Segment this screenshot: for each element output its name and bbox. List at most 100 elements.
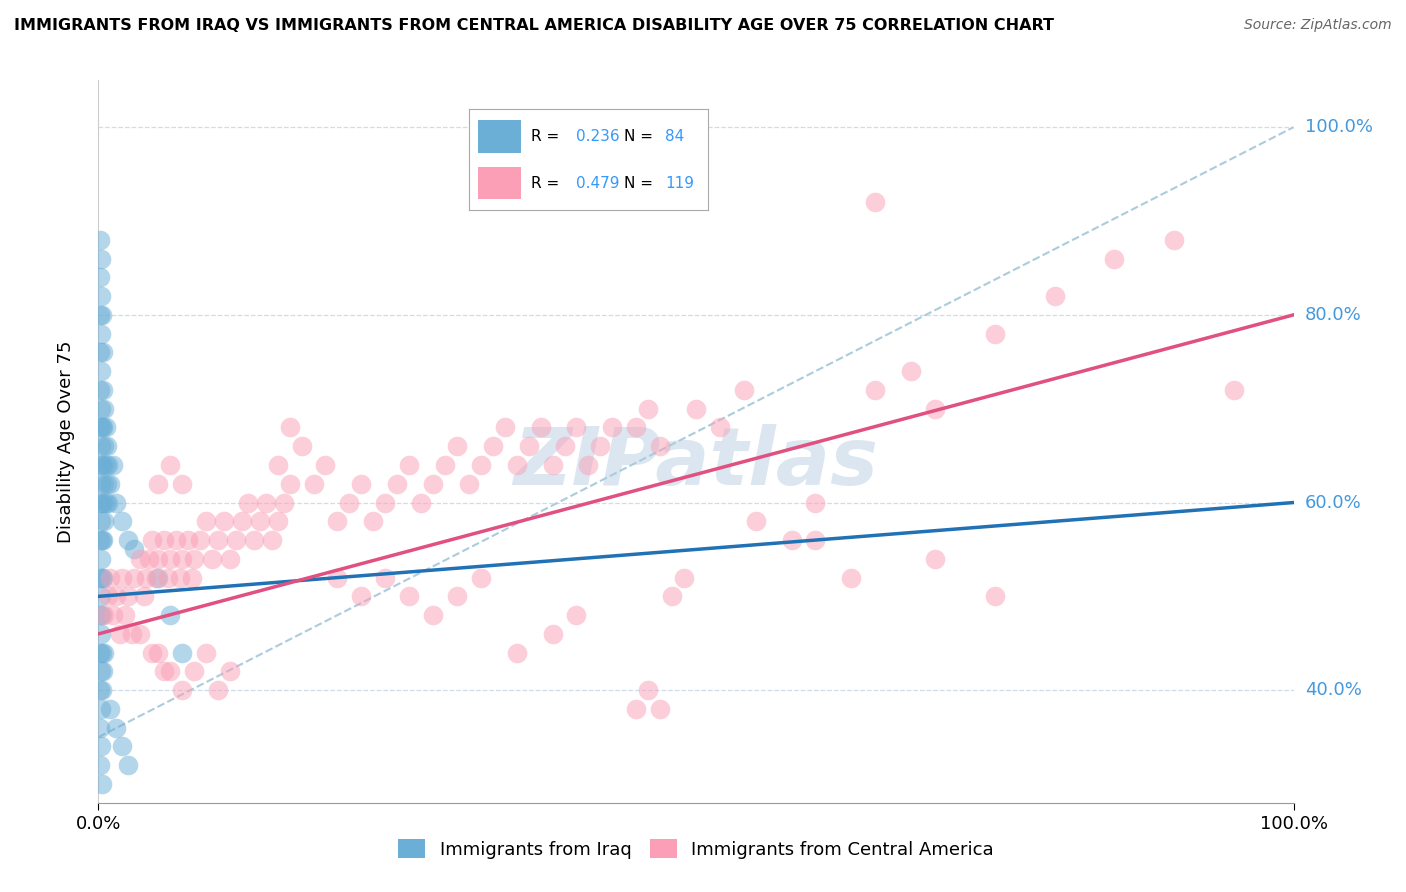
Point xyxy=(90,665,112,679)
Text: ZIPatlas: ZIPatlas xyxy=(513,425,879,502)
Point xyxy=(89,233,111,247)
Point xyxy=(673,571,696,585)
Point xyxy=(243,533,266,547)
Point xyxy=(207,683,229,698)
Point xyxy=(506,458,529,472)
Point xyxy=(159,458,181,472)
Point xyxy=(93,608,115,623)
Point xyxy=(145,571,167,585)
Point xyxy=(91,420,114,434)
Point xyxy=(117,533,139,547)
Point xyxy=(105,721,128,735)
Point xyxy=(626,702,648,716)
Point xyxy=(231,514,253,528)
Point xyxy=(637,683,659,698)
Y-axis label: Disability Age Over 75: Disability Age Over 75 xyxy=(56,340,75,543)
Point xyxy=(117,590,139,604)
Point xyxy=(89,458,111,472)
Text: Source: ZipAtlas.com: Source: ZipAtlas.com xyxy=(1244,18,1392,32)
Point xyxy=(153,665,176,679)
Point xyxy=(900,364,922,378)
Point xyxy=(101,458,124,472)
Point xyxy=(326,571,349,585)
Point xyxy=(91,608,114,623)
Point xyxy=(90,401,112,416)
Point xyxy=(90,289,112,303)
Text: 40.0%: 40.0% xyxy=(1305,681,1361,699)
Point xyxy=(91,646,114,660)
Point xyxy=(260,533,283,547)
Point xyxy=(89,383,111,397)
Point xyxy=(541,627,564,641)
Point xyxy=(446,590,468,604)
Point xyxy=(709,420,731,434)
Point xyxy=(148,476,170,491)
Point xyxy=(101,608,124,623)
Point xyxy=(93,514,115,528)
Point xyxy=(124,542,146,557)
Point xyxy=(108,627,131,641)
Point xyxy=(93,401,115,416)
Point xyxy=(780,533,803,547)
Point xyxy=(422,608,444,623)
Point xyxy=(90,739,112,754)
Point xyxy=(363,514,385,528)
Point xyxy=(90,551,112,566)
Point xyxy=(195,646,218,660)
Point xyxy=(219,551,242,566)
Point xyxy=(91,420,114,434)
Point xyxy=(350,476,373,491)
Point xyxy=(89,345,111,359)
Point xyxy=(398,458,420,472)
Point xyxy=(91,533,114,547)
Point xyxy=(111,739,134,754)
Point xyxy=(89,608,111,623)
Point xyxy=(91,533,114,547)
Point xyxy=(626,420,648,434)
Point xyxy=(554,439,576,453)
Point xyxy=(90,252,112,266)
Point xyxy=(129,551,152,566)
Point xyxy=(93,439,115,453)
Point xyxy=(326,514,349,528)
Point xyxy=(91,571,114,585)
Point xyxy=(865,383,887,397)
Point xyxy=(183,551,205,566)
Point xyxy=(89,533,111,547)
Point xyxy=(273,495,295,509)
Point xyxy=(278,476,301,491)
Point xyxy=(91,458,114,472)
Point xyxy=(302,476,325,491)
Point xyxy=(89,495,111,509)
Point xyxy=(91,777,114,791)
Point xyxy=(90,326,112,341)
Point xyxy=(434,458,457,472)
Point xyxy=(481,439,505,453)
Point xyxy=(132,590,155,604)
Point xyxy=(89,721,111,735)
Point xyxy=(984,590,1007,604)
Point xyxy=(90,439,112,453)
Point xyxy=(924,401,946,416)
Text: 100.0%: 100.0% xyxy=(1305,119,1372,136)
Point xyxy=(267,458,290,472)
Point xyxy=(93,476,115,491)
Point xyxy=(506,646,529,660)
Point xyxy=(745,514,768,528)
Point xyxy=(733,383,755,397)
Point xyxy=(90,590,112,604)
Point xyxy=(89,420,111,434)
Point xyxy=(129,627,152,641)
Point xyxy=(841,571,863,585)
Point xyxy=(98,476,122,491)
Point xyxy=(411,495,433,509)
Point xyxy=(172,551,194,566)
Point xyxy=(159,665,181,679)
Point xyxy=(89,758,111,772)
Point xyxy=(494,420,516,434)
Point xyxy=(267,514,290,528)
Point xyxy=(385,476,409,491)
Point xyxy=(225,533,247,547)
Text: 80.0%: 80.0% xyxy=(1305,306,1361,324)
Legend: Immigrants from Iraq, Immigrants from Central America: Immigrants from Iraq, Immigrants from Ce… xyxy=(391,832,1001,866)
